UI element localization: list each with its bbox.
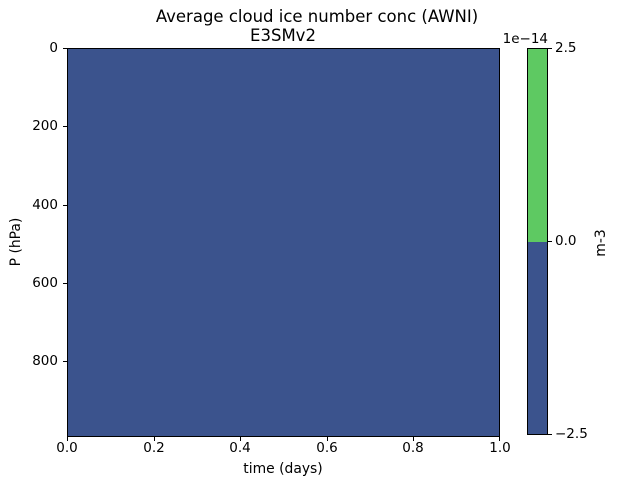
x-tick-label: 1.0 [489, 440, 511, 456]
colorbar [527, 48, 548, 435]
colorbar-positive-segment [528, 49, 547, 242]
colorbar-tick-mark [548, 434, 552, 435]
x-tick-mark [240, 437, 241, 441]
y-tick-mark [63, 48, 67, 49]
colorbar-offset-text: 1e−14 [502, 31, 548, 47]
y-tick-label: 800 [32, 353, 58, 369]
colorbar-negative-segment [528, 241, 547, 434]
y-tick-mark [63, 361, 67, 362]
y-tick-label: 200 [32, 118, 58, 134]
plot-area [67, 48, 500, 437]
y-tick-mark [63, 205, 67, 206]
x-tick-mark [327, 437, 328, 441]
y-tick-label: 600 [32, 275, 58, 291]
x-tick-label: 0.8 [402, 440, 424, 456]
colorbar-units-label: m-3 [593, 229, 609, 257]
x-tick-mark [67, 437, 68, 441]
colorbar-tick-mark [548, 241, 552, 242]
x-tick-mark [413, 437, 414, 441]
x-tick-label: 0.6 [316, 440, 338, 456]
y-tick-label: 400 [32, 197, 58, 213]
x-axis-label: time (days) [243, 461, 323, 477]
y-tick-mark [63, 126, 67, 127]
x-tick-label: 0.4 [229, 440, 251, 456]
x-tick-label: 0.2 [143, 440, 165, 456]
x-tick-mark [154, 437, 155, 441]
colorbar-tick-label: −2.5 [555, 426, 588, 442]
y-tick-label: 0 [49, 40, 58, 56]
y-axis-label: P (hPa) [8, 217, 24, 267]
colorbar-tick-mark [548, 48, 552, 49]
chart-title: Average cloud ice number conc (AWNI) [155, 7, 479, 26]
chart-subtitle: E3SMv2 [250, 26, 316, 45]
x-tick-label: 0.0 [56, 440, 78, 456]
colorbar-tick-label: 0.0 [555, 233, 577, 249]
x-tick-mark [499, 437, 500, 441]
colorbar-tick-label: 2.5 [555, 40, 577, 56]
y-tick-mark [63, 283, 67, 284]
